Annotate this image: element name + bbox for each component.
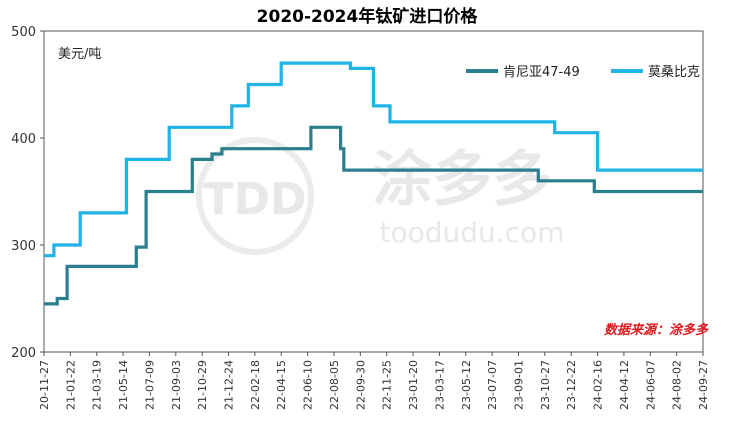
x-tick-label: 22-02-18 (249, 360, 262, 410)
x-tick-label: 24-02-16 (592, 360, 605, 410)
x-tick-label: 23-10-27 (539, 360, 552, 410)
x-tick-label: 24-08-02 (671, 360, 684, 410)
legend-label-mozambique: 莫桑比克 (648, 65, 700, 80)
y-tick-label: 400 (11, 132, 36, 147)
x-tick-label: 22-08-05 (328, 360, 341, 410)
x-tick-label: 23-12-22 (565, 360, 578, 410)
chart-title: 2020-2024年钛矿进口价格 (257, 6, 479, 27)
y-axis: 200 300 400 500 (11, 25, 44, 361)
x-tick-label: 22-04-15 (275, 360, 288, 410)
x-tick-label: 22-11-25 (381, 360, 394, 410)
x-tick-label: 23-07-07 (486, 360, 499, 410)
x-tick-label: 22-06-10 (302, 360, 315, 410)
x-tick-label: 23-03-17 (433, 360, 446, 410)
x-tick-label: 23-05-12 (460, 360, 473, 410)
x-tick-label: 23-09-01 (512, 360, 525, 410)
watermark-logo: TDD (196, 137, 314, 255)
source-note: 数据来源：涂多多 (604, 322, 709, 338)
x-tick-label: 21-01-22 (64, 360, 77, 410)
x-tick-label: 24-04-12 (618, 360, 631, 410)
x-tick-label: 21-03-19 (91, 360, 104, 410)
legend-item-kenya: 肯尼亚47-49 (466, 65, 580, 80)
legend: 肯尼亚47-49 莫桑比克 (466, 65, 700, 80)
series-line-kenya (44, 125, 703, 306)
watermark-logo-text: TDD (203, 174, 306, 225)
x-axis: 20-11-27 21-01-22 21-03-19 21-05-14 21-07-09… (38, 352, 710, 410)
x-tick-label: 21-09-03 (170, 360, 183, 410)
watermark: TDD 涂多多 toodudu.com (196, 137, 565, 255)
x-tick-label: 24-06-07 (644, 360, 657, 410)
watermark-brand: 涂多多 (372, 145, 552, 215)
x-tick-label: 21-12-24 (223, 360, 236, 410)
y-tick-label: 300 (11, 239, 36, 254)
x-tick-label: 23-01-20 (407, 360, 420, 410)
x-tick-label: 21-05-14 (117, 360, 130, 410)
legend-item-mozambique: 莫桑比克 (611, 65, 700, 80)
y-tick-label: 500 (11, 25, 36, 40)
unit-label: 美元/吨 (58, 47, 101, 62)
series-lines (44, 61, 703, 306)
x-tick-label: 20-11-27 (38, 360, 51, 410)
legend-label-kenya: 肯尼亚47-49 (503, 65, 580, 80)
x-tick-label: 24-09-27 (697, 360, 710, 410)
x-tick-label: 21-10-29 (196, 360, 209, 410)
series-line-mozambique (44, 61, 703, 258)
y-tick-label: 200 (11, 346, 36, 361)
x-tick-label: 22-09-30 (354, 360, 367, 410)
x-tick-label: 21-07-09 (143, 360, 156, 410)
watermark-url: toodudu.com (380, 216, 565, 249)
